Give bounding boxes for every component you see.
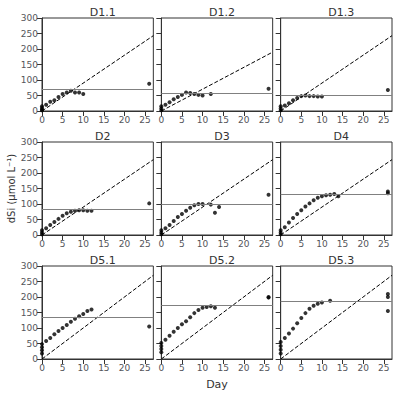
svg-text:5: 5 [179,239,185,249]
svg-text:20: 20 [357,239,369,249]
svg-text:20: 20 [357,115,369,125]
svg-text:200: 200 [21,44,38,54]
svg-text:25: 25 [378,115,389,125]
svg-text:20: 20 [357,363,369,373]
svg-text:50: 50 [27,215,39,225]
svg-text:10: 10 [316,363,328,373]
svg-text:20: 20 [119,239,131,249]
svg-text:25: 25 [139,115,150,125]
svg-text:0: 0 [32,354,38,364]
svg-text:20: 20 [238,363,250,373]
svg-text:10: 10 [78,363,90,373]
svg-text:D5.2: D5.2 [209,254,235,267]
svg-text:0: 0 [278,239,284,249]
svg-text:250: 250 [21,277,38,287]
svg-text:150: 150 [21,184,38,194]
svg-text:250: 250 [21,153,38,163]
svg-text:250: 250 [21,29,38,39]
svg-text:50: 50 [27,91,39,101]
svg-text:D3: D3 [214,130,229,143]
svg-text:25: 25 [139,239,150,249]
svg-text:20: 20 [238,239,250,249]
svg-text:10: 10 [316,239,328,249]
svg-text:200: 200 [21,292,38,302]
svg-text:5: 5 [179,115,185,125]
svg-text:15: 15 [98,363,109,373]
svg-text:D1.1: D1.1 [90,6,116,19]
svg-text:5: 5 [298,363,304,373]
svg-text:0: 0 [158,363,164,373]
svg-text:5: 5 [60,363,66,373]
svg-text:100: 100 [21,199,38,209]
svg-text:5: 5 [179,363,185,373]
svg-text:0: 0 [278,115,284,125]
svg-text:20: 20 [119,363,131,373]
svg-text:20: 20 [238,115,250,125]
svg-text:25: 25 [259,239,270,249]
svg-text:10: 10 [316,115,328,125]
svg-text:D1.2: D1.2 [209,6,235,19]
svg-text:15: 15 [337,115,348,125]
svg-text:10: 10 [197,115,209,125]
svg-text:5: 5 [60,239,66,249]
svg-text:D5.1: D5.1 [90,254,116,267]
svg-text:15: 15 [217,363,228,373]
svg-text:300: 300 [21,13,38,23]
svg-text:D1.3: D1.3 [328,6,354,19]
svg-text:300: 300 [21,261,38,271]
svg-text:0: 0 [39,115,45,125]
svg-text:25: 25 [378,363,389,373]
svg-text:D5.3: D5.3 [328,254,354,267]
svg-text:5: 5 [60,115,66,125]
svg-text:15: 15 [337,363,348,373]
svg-text:0: 0 [32,230,38,240]
svg-text:300: 300 [21,137,38,147]
svg-text:25: 25 [139,363,150,373]
svg-text:10: 10 [197,363,209,373]
svg-text:150: 150 [21,60,38,70]
svg-text:15: 15 [217,239,228,249]
svg-text:25: 25 [259,115,270,125]
svg-text:15: 15 [337,239,348,249]
svg-text:15: 15 [217,115,228,125]
svg-text:25: 25 [259,363,270,373]
svg-text:0: 0 [39,239,45,249]
svg-text:15: 15 [98,115,109,125]
svg-text:D4: D4 [334,130,349,143]
svg-text:25: 25 [378,239,389,249]
svg-text:15: 15 [98,239,109,249]
svg-text:5: 5 [298,239,304,249]
svg-text:0: 0 [278,363,284,373]
svg-text:0: 0 [158,115,164,125]
svg-text:0: 0 [39,363,45,373]
svg-text:0: 0 [158,239,164,249]
svg-text:dSi (μmol L⁻¹): dSi (μmol L⁻¹) [6,154,17,224]
svg-text:50: 50 [27,339,39,349]
svg-text:150: 150 [21,308,38,318]
svg-text:100: 100 [21,323,38,333]
svg-text:Day: Day [206,378,228,391]
svg-text:20: 20 [119,115,131,125]
svg-text:5: 5 [298,115,304,125]
svg-text:100: 100 [21,75,38,85]
svg-text:D2: D2 [95,130,110,143]
svg-text:10: 10 [78,115,90,125]
svg-text:0: 0 [32,106,38,116]
svg-text:10: 10 [197,239,209,249]
svg-text:10: 10 [78,239,90,249]
svg-text:200: 200 [21,168,38,178]
